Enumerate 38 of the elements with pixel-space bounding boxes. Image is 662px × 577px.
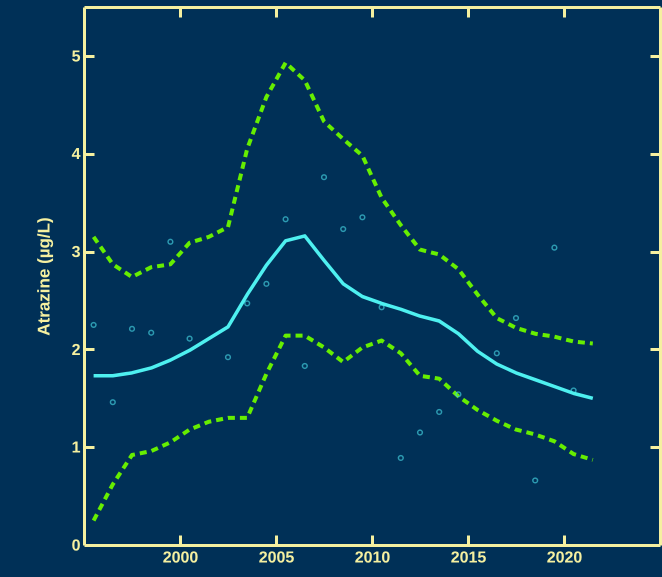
point — [244, 300, 250, 306]
point — [436, 408, 442, 416]
y-tick-label: 4 — [72, 146, 81, 164]
x-tick-label: 2005 — [258, 550, 294, 566]
point — [263, 280, 270, 287]
point — [532, 477, 538, 484]
line-series — [92, 334, 595, 523]
y-tick-label: 5 — [72, 48, 81, 66]
point — [340, 226, 346, 232]
y-axis-title: Atrazine (µg/L) — [34, 217, 54, 336]
y-tick-label: 1 — [72, 440, 81, 457]
point — [494, 350, 500, 356]
point — [90, 322, 97, 328]
point — [302, 362, 308, 370]
x-tick-label: 2015 — [450, 550, 486, 566]
point — [551, 244, 558, 251]
point — [416, 429, 424, 436]
point — [320, 174, 328, 180]
point — [398, 454, 404, 462]
x-tick-label: 2000 — [162, 550, 198, 566]
x-tick-label: 2020 — [546, 550, 582, 566]
point — [378, 304, 385, 310]
point — [186, 336, 193, 342]
y-tick-label: 3 — [72, 244, 81, 262]
line-series — [92, 234, 595, 400]
y-tick-label: 2 — [72, 342, 81, 359]
x-tick-label: 2010 — [354, 550, 390, 566]
point — [110, 399, 116, 406]
point — [359, 214, 366, 220]
point — [512, 314, 520, 322]
point — [455, 391, 462, 398]
y-tick-label: 0 — [72, 538, 81, 554]
point — [224, 354, 232, 360]
point — [128, 326, 136, 332]
point — [148, 330, 154, 336]
point — [282, 216, 289, 222]
point — [167, 238, 174, 245]
line-series — [92, 60, 595, 346]
